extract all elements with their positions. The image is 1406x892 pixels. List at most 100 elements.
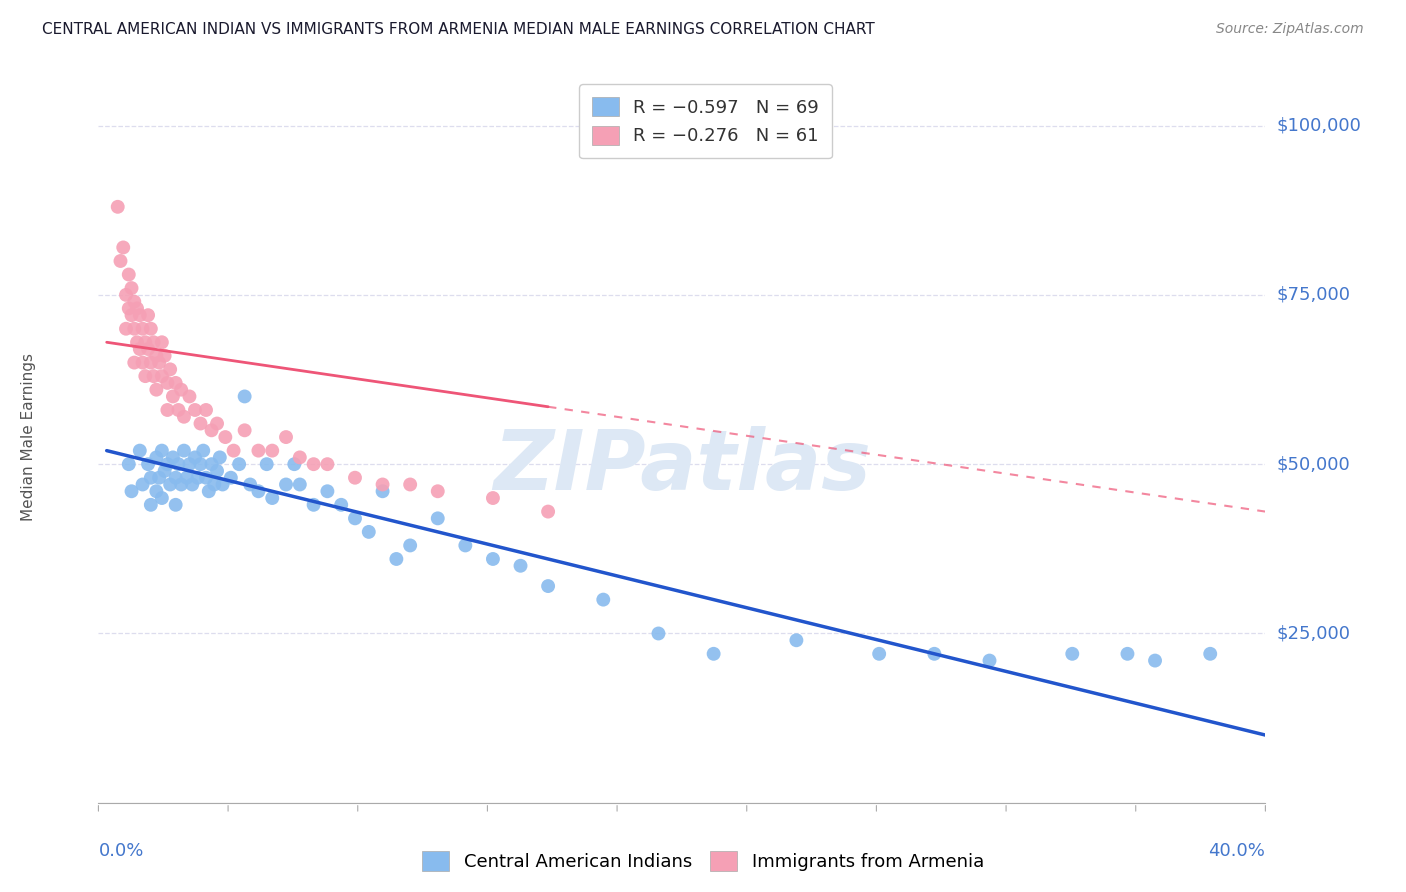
Point [343,471,366,485]
Point [239,477,262,491]
Point [205,417,228,431]
Point [482,491,505,505]
Point [343,511,366,525]
Point [537,505,560,519]
Point [139,471,162,485]
Point [148,471,170,485]
Text: ZIPatlas: ZIPatlas [494,425,870,507]
Text: $50,000: $50,000 [1277,455,1350,473]
Point [115,288,138,302]
Point [134,369,156,384]
Point [165,376,187,390]
Point [200,457,222,471]
Point [184,403,207,417]
Point [145,484,167,499]
Point [426,484,449,499]
Point [156,403,179,417]
Point [302,457,325,471]
Point [128,308,150,322]
Point [107,200,129,214]
Point [139,355,162,369]
Point [181,477,204,491]
Point [195,403,218,417]
Text: $100,000: $100,000 [1277,117,1361,135]
Point [924,647,946,661]
Point [219,471,242,485]
Point [454,538,477,552]
Point [330,498,353,512]
Point [197,484,219,499]
Point [173,409,195,424]
Point [150,369,173,384]
Point [125,335,148,350]
Point [256,457,278,471]
Point [205,464,228,478]
Text: $75,000: $75,000 [1277,285,1351,304]
Point [139,498,162,512]
Point [110,254,132,268]
Point [121,281,143,295]
Point [371,484,394,499]
Point [537,579,560,593]
Point [195,471,218,485]
Point [128,342,150,356]
Point [150,443,173,458]
Point [1062,647,1084,661]
Point [228,457,250,471]
Point [118,268,141,282]
Point [167,457,190,471]
Point [124,355,146,369]
Point [262,491,284,505]
Point [357,524,380,539]
Point [125,301,148,316]
Point [136,342,159,356]
Point [153,349,176,363]
Point [200,423,222,437]
Point [165,471,187,485]
Text: Median Male Earnings: Median Male Earnings [21,353,37,521]
Point [274,430,297,444]
Point [190,457,212,471]
Point [162,389,184,403]
Text: $25,000: $25,000 [1277,624,1351,642]
Point [233,389,256,403]
Point [167,403,190,417]
Text: 40.0%: 40.0% [1209,842,1265,860]
Point [170,477,193,491]
Point [703,647,725,661]
Point [283,457,305,471]
Text: CENTRAL AMERICAN INDIAN VS IMMIGRANTS FROM ARMENIA MEDIAN MALE EARNINGS CORRELAT: CENTRAL AMERICAN INDIAN VS IMMIGRANTS FR… [42,22,875,37]
Point [136,457,159,471]
Point [156,376,179,390]
Point [124,294,146,309]
Point [176,471,198,485]
Point [868,647,890,661]
Point [288,477,311,491]
Point [121,484,143,499]
Point [165,498,187,512]
Point [153,464,176,478]
Point [302,498,325,512]
Point [647,626,669,640]
Point [274,477,297,491]
Point [222,443,245,458]
Point [159,362,181,376]
Point [118,301,141,316]
Point [150,335,173,350]
Point [148,355,170,369]
Point [190,417,212,431]
Point [1144,654,1167,668]
Point [156,457,179,471]
Point [121,308,143,322]
Point [592,592,614,607]
Point [288,450,311,465]
Point [112,240,135,254]
Point [509,558,531,573]
Point [202,477,225,491]
Point [142,335,165,350]
Point [179,457,201,471]
Point [399,477,422,491]
Text: 0.0%: 0.0% [98,842,143,860]
Point [145,349,167,363]
Point [179,389,201,403]
